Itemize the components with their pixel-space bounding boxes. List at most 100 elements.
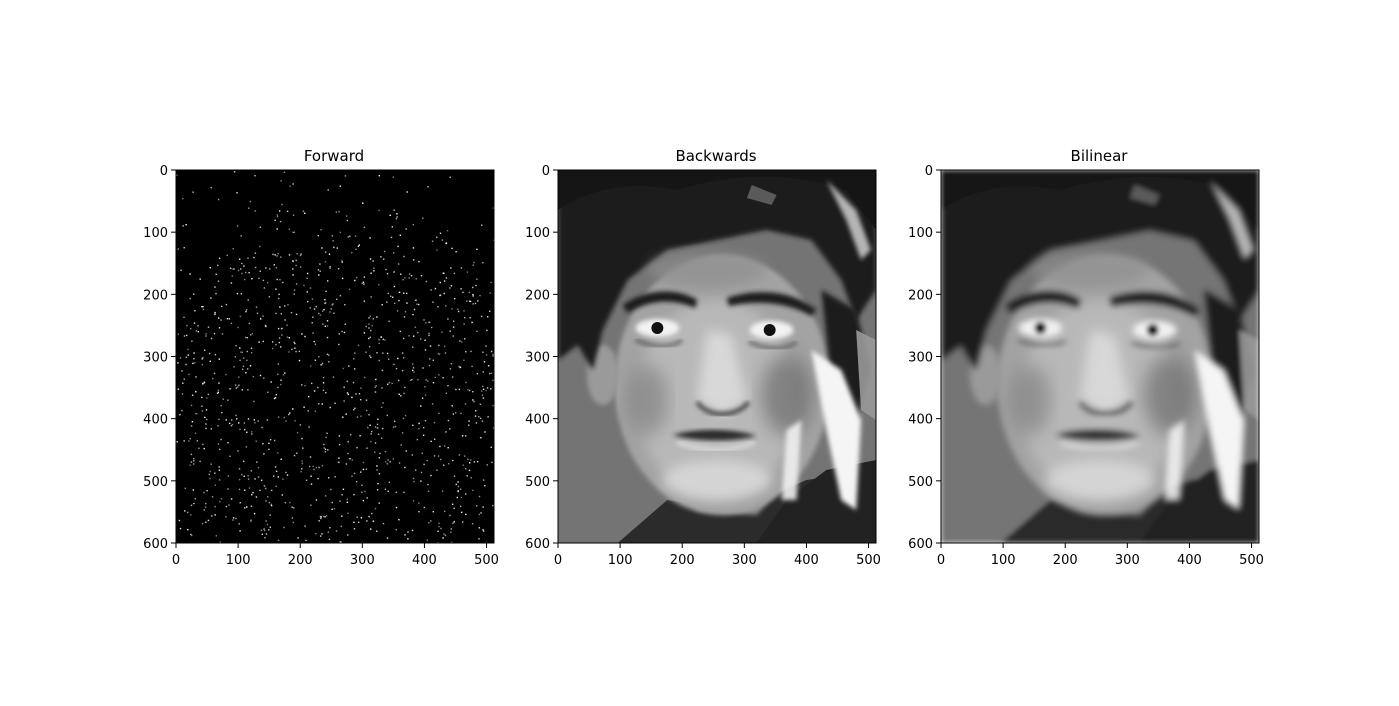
forward-pixel xyxy=(452,413,455,415)
forward-pixel xyxy=(260,318,262,320)
forward-pixel xyxy=(232,248,234,250)
forward-pixel xyxy=(214,472,216,474)
forward-pixel xyxy=(346,498,348,501)
forward-pixel xyxy=(240,293,242,295)
forward-pixel xyxy=(319,263,321,265)
forward-pixel xyxy=(420,275,423,277)
forward-pixel xyxy=(255,440,257,442)
forward-pixel xyxy=(427,490,430,492)
forward-pixel xyxy=(455,483,457,486)
forward-pixel xyxy=(387,292,389,295)
forward-pixel xyxy=(332,240,334,242)
forward-pixel xyxy=(209,360,211,362)
forward-pixel xyxy=(330,488,332,491)
forward-pixel xyxy=(238,523,240,525)
forward-pixel xyxy=(277,386,279,389)
forward-pixel xyxy=(459,340,461,342)
forward-pixel xyxy=(237,386,239,388)
forward-pixel xyxy=(250,519,252,521)
forward-pixel xyxy=(477,300,479,302)
forward-pixel xyxy=(245,309,248,311)
forward-pixel xyxy=(277,373,279,375)
forward-pixel xyxy=(198,447,200,449)
forward-pixel xyxy=(236,292,239,295)
forward-pixel xyxy=(305,479,308,481)
forward-pixel xyxy=(214,286,216,288)
forward-pixel xyxy=(346,392,349,394)
forward-pixel xyxy=(466,300,468,302)
forward-pixel xyxy=(251,278,253,280)
forward-pixel xyxy=(273,397,276,400)
forward-pixel xyxy=(268,501,271,504)
forward-pixel xyxy=(486,464,488,466)
forward-pixel xyxy=(274,397,277,399)
forward-pixel xyxy=(421,397,424,399)
forward-pixel xyxy=(188,440,190,442)
forward-pixel xyxy=(253,400,255,403)
forward-pixel xyxy=(437,353,440,355)
forward-pixel xyxy=(282,281,284,284)
forward-pixel xyxy=(408,335,410,337)
forward-pixel xyxy=(449,287,451,289)
forward-pixel xyxy=(441,490,444,492)
x-tick-label: 200 xyxy=(288,553,313,568)
forward-pixel xyxy=(418,502,420,504)
forward-pixel xyxy=(210,463,212,465)
forward-pixel xyxy=(238,422,240,424)
forward-pixel xyxy=(235,414,237,417)
forward-pixel xyxy=(299,266,302,268)
forward-pixel xyxy=(482,397,485,399)
forward-pixel xyxy=(322,382,325,384)
forward-pixel xyxy=(425,280,428,283)
forward-pixel xyxy=(225,419,227,421)
forward-pixel xyxy=(431,240,434,242)
forward-pixel xyxy=(362,461,365,464)
forward-pixel xyxy=(254,422,256,424)
forward-pixel xyxy=(444,345,446,347)
forward-pixel xyxy=(386,463,389,465)
forward-pixel xyxy=(404,534,406,536)
forward-pixel xyxy=(356,447,358,449)
forward-pixel xyxy=(248,207,250,209)
forward-pixel xyxy=(431,403,434,405)
forward-pixel xyxy=(194,498,196,500)
forward-pixel xyxy=(479,403,482,405)
forward-pixel xyxy=(397,263,400,265)
forward-pixel xyxy=(407,538,409,540)
forward-pixel xyxy=(368,317,370,319)
forward-pixel xyxy=(249,365,252,367)
forward-pixel xyxy=(412,477,415,480)
forward-pixel xyxy=(276,214,279,216)
forward-pixel xyxy=(485,389,487,392)
forward-pixel xyxy=(194,432,197,434)
forward-pixel xyxy=(205,333,207,335)
forward-pixel xyxy=(355,248,357,251)
forward-pixel xyxy=(311,298,314,300)
forward-pixel xyxy=(452,335,454,337)
forward-pixel xyxy=(326,325,329,327)
forward-pixel xyxy=(202,443,204,446)
forward-pixel xyxy=(312,316,314,318)
forward-pixel xyxy=(476,248,478,251)
forward-pixel xyxy=(247,418,250,420)
forward-pixel xyxy=(341,494,343,496)
forward-pixel xyxy=(328,253,331,255)
forward-pixel xyxy=(371,512,373,515)
forward-pixel xyxy=(263,528,265,530)
forward-pixel xyxy=(444,352,447,354)
forward-pixel xyxy=(420,471,423,474)
forward-pixel xyxy=(463,323,465,325)
x-tick-label: 500 xyxy=(1239,553,1264,568)
forward-pixel xyxy=(293,341,295,343)
forward-pixel xyxy=(239,502,241,504)
forward-pixel xyxy=(342,416,344,418)
forward-pixel xyxy=(376,530,378,532)
forward-pixel xyxy=(321,362,324,365)
forward-pixel xyxy=(246,431,248,433)
forward-pixel xyxy=(341,261,343,263)
forward-pixel xyxy=(416,438,418,441)
forward-pixel xyxy=(451,503,454,505)
forward-pixel xyxy=(402,279,404,281)
forward-pixel xyxy=(255,306,258,308)
forward-pixel xyxy=(182,382,184,384)
